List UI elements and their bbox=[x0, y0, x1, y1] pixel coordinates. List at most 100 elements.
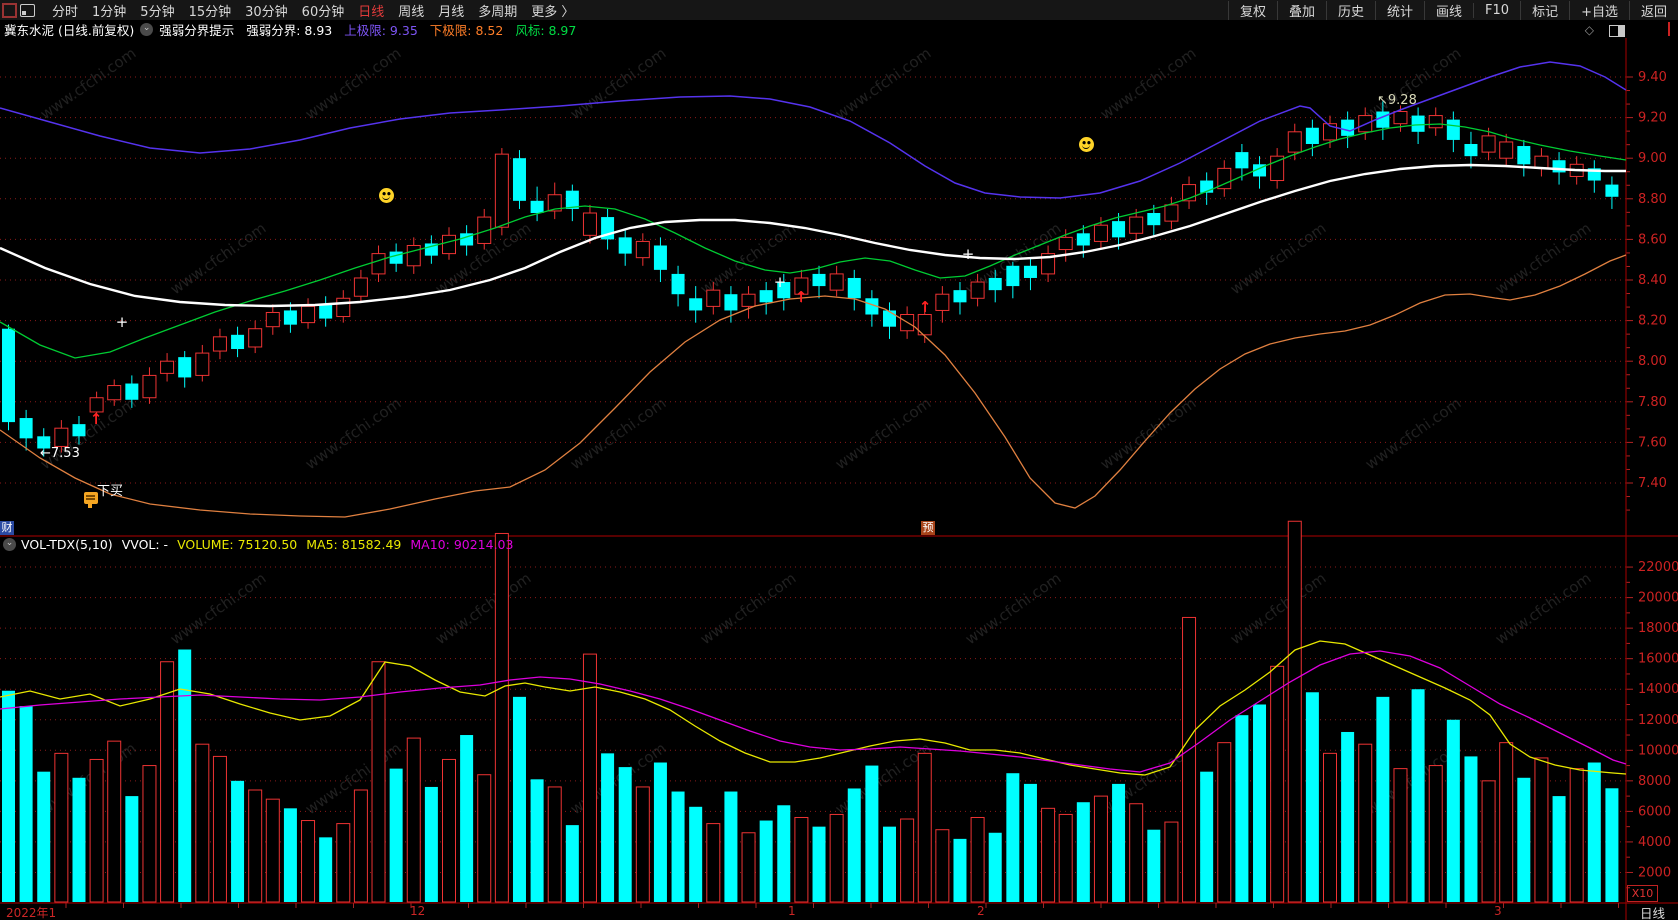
candle-up bbox=[635, 240, 650, 259]
candle-down bbox=[1517, 146, 1531, 165]
info-bar: 冀东水泥 (日线.前复权) ⌄ 强弱分界提示 强弱分界: 8.93 上极限: 9.… bbox=[0, 20, 1678, 38]
buy-arrow-icon: ↑ bbox=[794, 288, 808, 306]
candle-down bbox=[178, 357, 192, 378]
watermark-text: www.cfchi.com bbox=[167, 569, 269, 648]
candle-up bbox=[212, 336, 227, 352]
toolbar-action-0[interactable]: 复权 bbox=[1227, 0, 1277, 20]
date-axis-label: 2022年1 bbox=[6, 906, 57, 920]
volume-bar-down bbox=[1605, 788, 1619, 902]
period-menu-item-2[interactable]: 5分钟 bbox=[140, 4, 175, 20]
toolbar-action-8[interactable]: 返回 bbox=[1628, 0, 1678, 20]
candle-up bbox=[1164, 204, 1179, 222]
volume-bar-down bbox=[2, 690, 15, 902]
period-menu-item-0[interactable]: 分时 bbox=[52, 4, 79, 20]
vvol-value: VVOL: - bbox=[121, 537, 169, 552]
candle-down bbox=[72, 424, 86, 437]
watermark-text: www.cfchi.com bbox=[832, 44, 934, 123]
candle-down bbox=[883, 310, 896, 327]
volume-bar-up bbox=[54, 752, 69, 903]
window-icon-1[interactable] bbox=[2, 2, 17, 18]
period-menu-item-5[interactable]: 60分钟 bbox=[301, 4, 345, 20]
period-menu-item-8[interactable]: 月线 bbox=[438, 4, 465, 20]
toolbar-action-4[interactable]: 画线 bbox=[1424, 0, 1473, 20]
candle-down bbox=[125, 383, 139, 400]
candle-down bbox=[618, 237, 632, 254]
candle-down bbox=[1147, 213, 1161, 226]
volume-bar-down bbox=[812, 826, 826, 902]
volume-bar-down bbox=[1112, 783, 1126, 902]
price-axis-label: 9.40 bbox=[1638, 70, 1667, 85]
candle-down bbox=[283, 310, 297, 325]
toolbar-action-1[interactable]: 叠加 bbox=[1276, 0, 1326, 20]
toolbar-action-7[interactable]: +自选 bbox=[1569, 0, 1629, 20]
chevron-down-circle-icon[interactable]: ⌄ bbox=[140, 22, 154, 36]
candle-down bbox=[530, 200, 544, 214]
volume-bar-up bbox=[195, 743, 210, 903]
period-menu-item-7[interactable]: 周线 bbox=[398, 4, 425, 20]
forecast-badge[interactable]: 预 bbox=[921, 521, 935, 535]
candle-down bbox=[1006, 265, 1020, 287]
split-window-icon[interactable] bbox=[1609, 25, 1625, 37]
price-axis-label: 8.80 bbox=[1638, 192, 1667, 207]
volume-bar-up bbox=[1129, 803, 1144, 903]
candle-up bbox=[142, 374, 157, 399]
diamond-icon[interactable]: ◇ bbox=[1584, 23, 1594, 37]
period-menu-item-4[interactable]: 30分钟 bbox=[245, 4, 288, 20]
volume-bar-down bbox=[389, 768, 403, 902]
price-axis-label: 7.60 bbox=[1638, 435, 1667, 450]
price-axis-label: 9.00 bbox=[1638, 151, 1667, 166]
window-icon-2[interactable] bbox=[20, 3, 35, 17]
period-menu-item-9[interactable]: 多周期 bbox=[478, 4, 518, 20]
candle-down bbox=[1464, 143, 1478, 157]
candle-down bbox=[231, 334, 245, 350]
toolbar-action-2[interactable]: 历史 bbox=[1325, 0, 1375, 20]
candle-up bbox=[1217, 167, 1232, 190]
toolbar-action-6[interactable]: 标记 bbox=[1520, 0, 1569, 20]
volume-bar-up bbox=[741, 832, 756, 903]
watermark-text: www.cfchi.com bbox=[832, 394, 934, 473]
volume-bar-up bbox=[1499, 742, 1514, 903]
volume-bar-down bbox=[689, 806, 703, 902]
report-badge[interactable]: 财 bbox=[0, 521, 14, 535]
toolbar-action-3[interactable]: 统计 bbox=[1375, 0, 1424, 20]
volume-axis-label: 8000 bbox=[1638, 774, 1671, 789]
boundary-white-line bbox=[0, 163, 1626, 308]
volume-bar-up bbox=[353, 789, 368, 903]
period-menu-item-1[interactable]: 1分钟 bbox=[92, 4, 127, 20]
volume-bar-up bbox=[1534, 757, 1549, 903]
volume-value: VOLUME: 75120.50 bbox=[177, 537, 298, 552]
watermark-text: www.cfchi.com bbox=[167, 219, 269, 298]
candle-up bbox=[547, 194, 562, 212]
volume-ma5-value: MA5: 81582.49 bbox=[306, 537, 402, 552]
volume-bar-up bbox=[212, 755, 227, 903]
period-menu-item-10[interactable]: 更多 〉 bbox=[531, 4, 575, 20]
toolbar-action-5[interactable]: F10 bbox=[1473, 2, 1520, 18]
candle-up bbox=[406, 244, 421, 267]
candle-down bbox=[1552, 160, 1566, 173]
date-axis-label: 1 bbox=[788, 904, 796, 918]
volume-bar-down bbox=[319, 837, 333, 902]
chevron-down-circle-icon[interactable]: ⌄ bbox=[3, 538, 16, 551]
candle-up bbox=[301, 305, 316, 324]
volume-indicator-name: VOL-TDX(5,10) bbox=[21, 537, 113, 552]
period-menu-item-6[interactable]: 日线 bbox=[358, 4, 385, 20]
candle-up bbox=[1393, 111, 1408, 125]
volume-bar-down bbox=[1023, 783, 1037, 902]
volume-axis-label: 14000 bbox=[1638, 682, 1678, 697]
volume-axis-label: 4000 bbox=[1638, 835, 1671, 850]
low-price-annotation: ←7.53 bbox=[40, 446, 80, 461]
volume-bar-down bbox=[125, 796, 139, 902]
volume-bar-down bbox=[1411, 689, 1425, 902]
period-menu-item-3[interactable]: 15分钟 bbox=[188, 4, 232, 20]
candle-down bbox=[1341, 119, 1355, 136]
volume-bar-up bbox=[406, 737, 421, 903]
volume-bar-down bbox=[883, 826, 896, 902]
candle-up bbox=[1058, 236, 1073, 251]
volume-bar-up bbox=[336, 823, 351, 903]
period-indicator[interactable]: 日线 bbox=[1640, 906, 1666, 920]
candle-down bbox=[953, 290, 967, 303]
volume-bar-up bbox=[494, 532, 509, 903]
date-axis-label: 12 bbox=[410, 904, 426, 918]
